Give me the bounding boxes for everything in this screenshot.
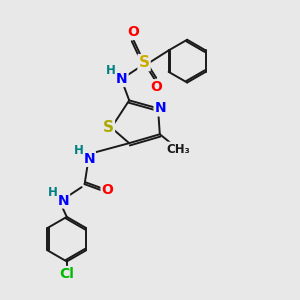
Text: O: O bbox=[128, 25, 140, 39]
Text: N: N bbox=[57, 194, 69, 208]
Text: N: N bbox=[83, 152, 95, 166]
Text: S: S bbox=[139, 55, 150, 70]
Text: S: S bbox=[103, 120, 114, 135]
Text: N: N bbox=[154, 101, 166, 116]
Text: Cl: Cl bbox=[59, 267, 74, 281]
Text: H: H bbox=[74, 144, 84, 157]
Text: CH₃: CH₃ bbox=[167, 142, 190, 156]
Text: O: O bbox=[150, 80, 162, 94]
Text: H: H bbox=[48, 186, 57, 199]
Text: H: H bbox=[106, 64, 116, 77]
Text: O: O bbox=[102, 183, 113, 197]
Text: N: N bbox=[116, 72, 128, 86]
